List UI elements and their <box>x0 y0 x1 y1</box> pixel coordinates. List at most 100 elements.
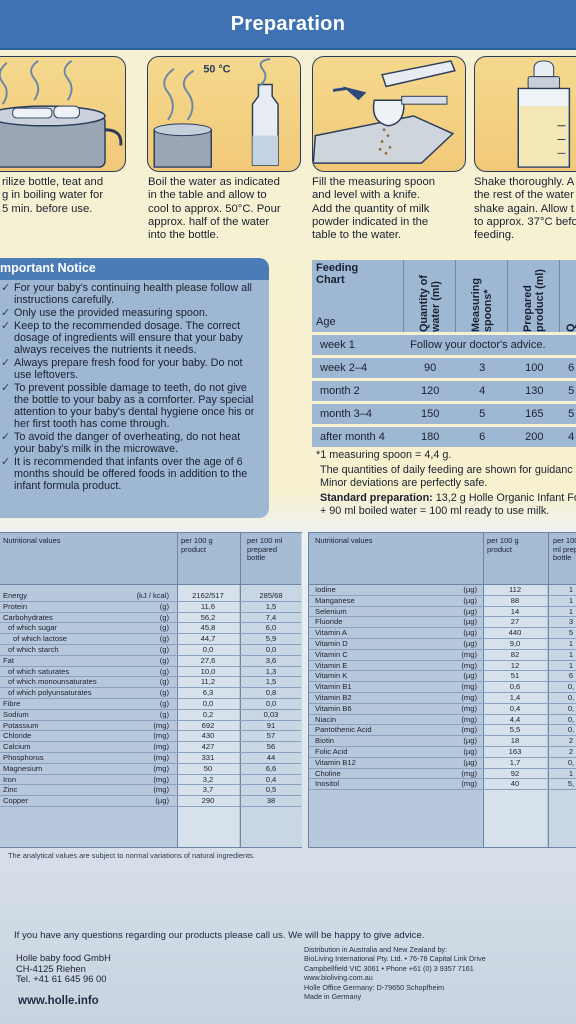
nutrition-v1: 11,2 <box>200 677 216 687</box>
table-row: Vitamin K (µg) 51 6 <box>309 671 576 683</box>
table-row: of which starch (g) 0,0 0,0 <box>0 645 301 656</box>
important-notice-panel: mportant Notice For your baby's continui… <box>0 258 269 518</box>
nutrition-unit: (g) <box>159 666 169 676</box>
chart-title-cell: Feeding Chart Age <box>312 260 405 332</box>
nutrition-unit: (µg) <box>463 757 477 767</box>
nutrition-v2: 1 <box>568 606 574 616</box>
table-row: Folic Acid (µg) 163 2 <box>309 747 576 758</box>
nutrition-name: of which lactose <box>13 634 68 644</box>
nutrition-name: of which polyunsaturates <box>8 688 92 698</box>
nutrition-name: Phosphorus <box>3 753 44 762</box>
table-row: Selenium (µg) 14 1 <box>309 607 576 618</box>
notice-item: Keep to the recommended dosage. The corr… <box>0 320 262 357</box>
table-row: Copper (µg) 290 38 <box>0 796 301 807</box>
nutrition-unit: (g) <box>159 601 169 611</box>
nutrition-unit: (mg) <box>153 763 169 773</box>
nutrition-v2: 0, <box>567 682 575 692</box>
nutrition-v1: 440 <box>508 628 522 638</box>
table-row: Niacin (mg) 4,4 0, <box>309 715 576 726</box>
nutrition-v2: 91 <box>266 720 276 730</box>
table-row: Fibre (g) 0,0 0,0 <box>0 699 301 710</box>
nutrition-v2: 1 <box>568 639 574 648</box>
nutrition-unit: (g) <box>159 655 169 665</box>
nutrition-name: Fibre <box>3 699 21 708</box>
extra-header: Q <box>560 260 576 332</box>
nutrition-v1: 50 <box>203 763 213 773</box>
nutrition-v1: 27 <box>510 617 520 627</box>
product-header: Prepared product (ml) <box>508 260 561 332</box>
table-row: Fat (g) 27,6 3,6 <box>0 656 301 667</box>
nutrition-v1: 82 <box>510 649 520 659</box>
nutrition-name: Vitamin A <box>315 628 347 638</box>
nutrition-v1: 27,6 <box>200 655 216 665</box>
table-row: Iron (mg) 3,2 0,4 <box>0 775 301 786</box>
nutrition-name: Vitamin E <box>315 660 348 670</box>
nutrition-v2: 1 <box>568 768 574 778</box>
nutrition-v2: 5, <box>567 779 575 789</box>
nutrition-v2: 5,9 <box>265 634 277 644</box>
table-row: month 3–4 150 5 165 5 <box>312 404 576 424</box>
nutrition-name: Vitamin B12 <box>315 757 356 767</box>
table-row: Zinc (mg) 3,7 0,5 <box>0 785 301 797</box>
nutrition-v1: 0,0 <box>202 699 214 708</box>
nutrition-v2: 0,8 <box>265 688 277 698</box>
nutrition-unit: (µg) <box>463 671 477 681</box>
website-link[interactable]: www.holle.info <box>18 995 99 1007</box>
table-row: Fluoride (µg) 27 3 <box>309 617 576 629</box>
nutrition-v2: 0, <box>567 693 575 702</box>
table-row: Magnesium (mg) 50 6,6 <box>0 764 301 775</box>
nutrition-name: Folic Acid <box>315 747 348 756</box>
table-row: of which saturates (g) 10,0 1,3 <box>0 667 301 678</box>
table-row: of which polyunsaturates (g) 6,3 0,8 <box>0 688 301 699</box>
notice-item: Only use the provided measuring spoon. <box>0 307 262 319</box>
nutrition-v1: 1,4 <box>509 693 521 702</box>
nutrition-v2: 0, <box>567 725 575 735</box>
nutrition-v1: 92 <box>510 768 520 778</box>
table-row: of which monounsaturates (g) 11,2 1,5 <box>0 677 301 689</box>
nutrition-unit: (mg) <box>153 731 169 741</box>
nutrition-name: Fluoride <box>315 617 343 627</box>
nutrition-unit: (mg) <box>461 714 477 724</box>
nutrition-name: Pantothenic Acid <box>315 725 372 735</box>
nutrition-name: Niacin <box>315 714 337 724</box>
nutrition-v1: 0,6 <box>509 682 521 692</box>
nutrition-v2: 285/68 <box>259 591 283 600</box>
page-title: Preparation <box>230 12 346 35</box>
temperature-label: 50 °C <box>203 64 230 76</box>
nutrition-name: Vitamin B2 <box>315 693 352 702</box>
quantities-note: The quantities of daily feeding are show… <box>320 464 573 489</box>
nutrition-v2: 1 <box>568 660 574 670</box>
nutrition-name: of which sugar <box>8 623 57 633</box>
table-row: Vitamin D (µg) 9,0 1 <box>309 639 576 650</box>
nutrition-v2: 0,0 <box>265 699 277 708</box>
nutrition-unit: (mg) <box>461 693 477 702</box>
nutrition-name: Sodium <box>3 709 29 719</box>
notice-item: It is recommended that infants over the … <box>0 456 262 493</box>
nutrition-name: Zinc <box>3 785 18 795</box>
table-row: Chloride (mg) 430 57 <box>0 731 301 743</box>
table-row: Vitamin A (µg) 440 5 <box>309 628 576 639</box>
table-row: Sodium (g) 0,2 0,03 <box>0 710 301 721</box>
header-bar: Preparation <box>0 0 576 50</box>
nutrition-unit: (µg) <box>463 628 477 638</box>
nutrition-v1: 430 <box>201 731 215 741</box>
nutrition-unit: (µg) <box>463 736 477 746</box>
table-row: Choline (mg) 92 1 <box>309 769 576 780</box>
nutrition-name: Vitamin C <box>315 649 348 659</box>
spoons-header: Measuring spoons* <box>456 260 509 332</box>
step-1-text: rilize bottle, teat and g in boiling wat… <box>2 176 104 215</box>
nutrition-v2: 3,6 <box>265 655 277 665</box>
nutrition-v1: 3,7 <box>202 785 214 795</box>
nutrition-unit: (g) <box>159 645 169 654</box>
nutrition-v2: 6,6 <box>265 763 277 773</box>
nutrition-unit: (mg) <box>461 768 477 778</box>
nutrition-unit: (µg) <box>463 606 477 616</box>
table-row: week 1 Follow your doctor's advice. <box>312 335 576 355</box>
table-row: Vitamin B1 (mg) 0,6 0, <box>309 682 576 693</box>
nutrition-table-right: Nutritional values per 100 g product per… <box>308 532 576 848</box>
nutrition-name: Selenium <box>315 606 347 616</box>
nutrition-v1: 427 <box>201 742 215 752</box>
nutrition-v2: 44 <box>266 753 276 762</box>
table-row: Carbohydrates (g) 56,2 7,4 <box>0 613 301 624</box>
table-row: of which sugar (g) 45,8 6,0 <box>0 623 301 635</box>
